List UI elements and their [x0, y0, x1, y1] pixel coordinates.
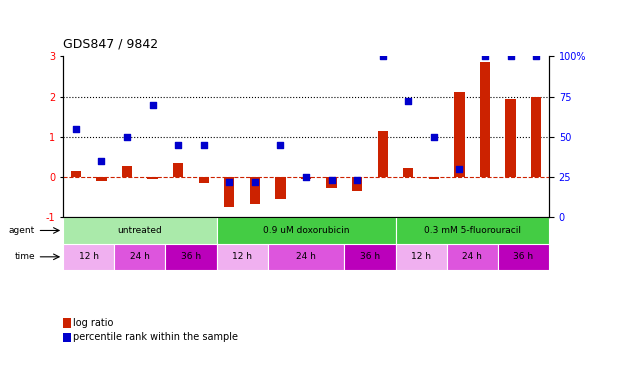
Text: 12 h: 12 h	[411, 252, 431, 261]
Bar	[173, 163, 183, 177]
Point	[480, 53, 490, 59]
Bar	[63, 217, 216, 244]
Text: time: time	[15, 252, 35, 261]
Bar	[352, 177, 362, 191]
Bar	[326, 177, 337, 188]
Text: 0.9 uM doxorubicin: 0.9 uM doxorubicin	[262, 226, 350, 235]
Bar	[345, 244, 396, 270]
Point	[531, 53, 541, 59]
Point	[250, 179, 260, 185]
Point	[505, 53, 516, 59]
Bar	[403, 168, 413, 177]
Point	[429, 134, 439, 140]
Point	[199, 142, 209, 148]
Bar	[505, 99, 516, 177]
Point	[122, 134, 132, 140]
Text: 36 h: 36 h	[514, 252, 533, 261]
Bar	[268, 244, 345, 270]
Text: 12 h: 12 h	[232, 252, 252, 261]
Bar	[429, 177, 439, 179]
Bar	[454, 93, 464, 177]
Bar	[447, 244, 498, 270]
Point	[71, 126, 81, 132]
Text: untreated: untreated	[117, 226, 162, 235]
Point	[378, 53, 388, 59]
Point	[224, 179, 234, 185]
Point	[173, 142, 183, 148]
Point	[327, 177, 337, 183]
Bar	[396, 217, 549, 244]
Text: 24 h: 24 h	[130, 252, 150, 261]
Bar	[301, 177, 311, 179]
Bar	[148, 177, 158, 178]
Point	[301, 174, 311, 180]
Bar	[250, 177, 260, 204]
Bar	[224, 177, 235, 207]
Bar	[531, 96, 541, 177]
Bar	[377, 131, 388, 177]
Bar	[122, 166, 132, 177]
Text: 36 h: 36 h	[181, 252, 201, 261]
Point	[97, 158, 107, 164]
Bar	[216, 217, 396, 244]
Point	[275, 142, 285, 148]
Bar	[63, 244, 114, 270]
Text: 24 h: 24 h	[463, 252, 482, 261]
Text: percentile rank within the sample: percentile rank within the sample	[73, 333, 238, 342]
Point	[454, 166, 464, 172]
Text: 24 h: 24 h	[296, 252, 316, 261]
Bar	[199, 177, 209, 183]
Bar	[480, 62, 490, 177]
Point	[148, 102, 158, 108]
Text: 36 h: 36 h	[360, 252, 380, 261]
Text: agent: agent	[9, 226, 35, 235]
Text: log ratio: log ratio	[73, 318, 114, 328]
Bar	[114, 244, 165, 270]
Text: 12 h: 12 h	[79, 252, 98, 261]
Bar	[71, 171, 81, 177]
Bar	[498, 244, 549, 270]
Point	[403, 98, 413, 104]
Text: 0.3 mM 5-fluorouracil: 0.3 mM 5-fluorouracil	[424, 226, 521, 235]
Bar	[97, 177, 107, 181]
Bar	[396, 244, 447, 270]
Text: GDS847 / 9842: GDS847 / 9842	[63, 38, 158, 51]
Bar	[275, 177, 286, 199]
Bar	[216, 244, 268, 270]
Point	[352, 177, 362, 183]
Bar	[165, 244, 216, 270]
